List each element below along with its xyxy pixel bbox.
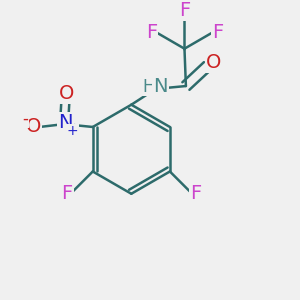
Text: F: F [190, 184, 201, 203]
Text: N: N [153, 77, 168, 96]
Text: F: F [61, 184, 73, 203]
Text: +: + [67, 124, 79, 138]
Text: F: F [146, 23, 157, 42]
Text: F: F [179, 1, 190, 20]
Text: -: - [22, 110, 28, 128]
Text: O: O [59, 84, 75, 103]
Text: F: F [212, 23, 223, 42]
Text: O: O [206, 53, 221, 72]
Text: N: N [58, 113, 73, 132]
Text: H: H [142, 78, 155, 96]
Text: O: O [26, 118, 41, 136]
